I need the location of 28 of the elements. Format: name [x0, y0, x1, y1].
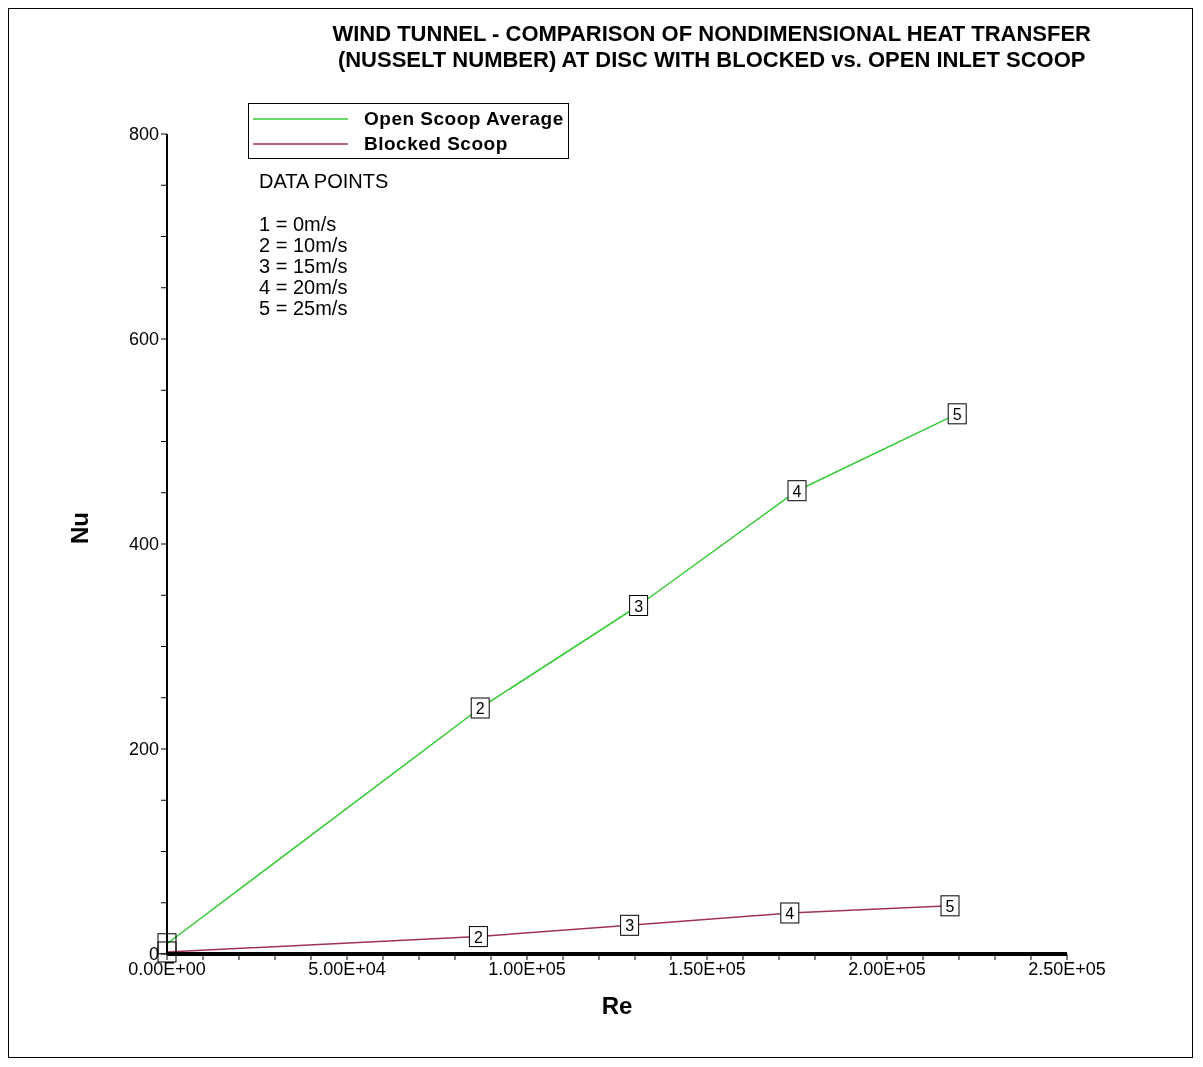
- x-axis-title: Re: [601, 992, 633, 1019]
- legend-label: Open Scoop Average: [364, 107, 564, 130]
- annotation: 3 = 15m/s: [259, 255, 349, 277]
- annotation: 1 = 0m/s: [259, 213, 338, 235]
- annotation: 2 = 10m/s: [259, 234, 349, 256]
- annotation: 3: [634, 597, 644, 615]
- x-tick-label: 2.00E+05: [848, 958, 926, 979]
- annotation: 5: [945, 897, 955, 915]
- x-tick-label: 5.00E+04: [308, 958, 386, 979]
- annotation: 5 = 25m/s: [259, 297, 349, 319]
- y-tick-label: 400: [128, 534, 159, 555]
- annotation: 2: [473, 928, 483, 946]
- annotation: 3: [625, 917, 635, 935]
- annotation: 2: [475, 700, 485, 717]
- legend-label: Blocked Scoop: [364, 132, 508, 155]
- y-tick-label: 200: [128, 739, 159, 760]
- y-tick-label: 800: [128, 124, 159, 145]
- x-tick-label: 1.00E+05: [488, 958, 566, 979]
- x-tick-label: 2.50E+05: [1028, 958, 1106, 979]
- chart-title: WIND TUNNEL - COMPARISON OF NONDIMENSIONAL HEAT TRANSFER (NUSSELT NUMBER) AT DISC WITH BLOCKED vs. OPEN INLET SCOOP: [332, 21, 1091, 73]
- y-axis-title: Nu: [65, 512, 93, 544]
- annotation: 4: [792, 482, 802, 500]
- annotation: DATA POINTS: [259, 170, 389, 192]
- x-tick-label: 1.50E+05: [668, 958, 746, 979]
- annotation: 4: [785, 905, 795, 922]
- annotation: 5: [952, 405, 962, 423]
- annotation: 4 = 20m/s: [259, 276, 349, 298]
- y-tick-label: 600: [128, 329, 159, 350]
